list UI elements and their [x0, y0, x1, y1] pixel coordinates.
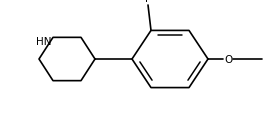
Text: O: O: [224, 55, 232, 64]
Text: HN: HN: [36, 37, 52, 47]
Text: F: F: [145, 0, 151, 4]
